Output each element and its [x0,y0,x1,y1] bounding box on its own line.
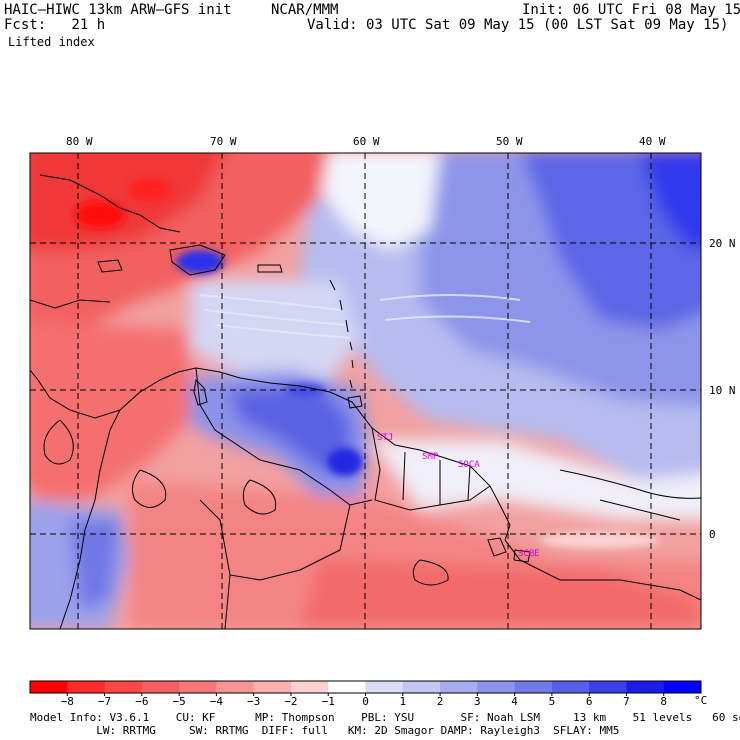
city-label: SCBE [518,549,540,559]
colorbar-swatch [253,681,292,693]
colorbar-label: 2 [437,695,444,708]
colorbar-swatch [402,681,441,693]
lon-label: 50 W [496,135,523,148]
colorbar-swatch [67,681,106,693]
colorbar-label: −8 [61,695,74,708]
colorbar-swatch [30,681,68,693]
lon-label: 40 W [639,135,666,148]
lat-label: 0 [709,528,716,541]
init-time: Init: 06 UTC Fri 08 May 15 [522,2,740,18]
colorbar-label: 3 [474,695,481,708]
colorbar-label: −5 [172,695,185,708]
coastlines [30,174,701,629]
colorbar-label: −1 [322,695,335,708]
model-title: HAIC–HIWC 13km ARW–GFS init [4,2,232,18]
forecast-hour: Fcst: 21 h [4,17,106,33]
lon-label: 70 W [210,135,237,148]
org-label: NCAR/MMM [271,2,339,18]
colorbar-label: 8 [660,695,667,708]
colorbar-unit: °C [694,694,707,707]
colorbar-swatch [216,681,255,693]
colorbar-label: 7 [623,695,630,708]
colorbar-label: −4 [210,695,224,708]
lifted-index-field: STJ SMP SOCA SCBE [30,153,701,629]
colorbar-label: 1 [399,695,406,708]
colorbar-swatch [179,681,217,693]
graticule [30,153,701,629]
colorbar-swatch [328,681,366,693]
lat-label: 10 N [709,384,736,397]
map-frame [29,152,702,630]
colorbar-swatch [477,681,516,693]
model-info-line1: Model Info: V3.6.1 CU: KF MP: Thompson P… [30,711,740,724]
city-label: SOCA [458,460,480,470]
colorbar-label: 4 [511,695,518,708]
lon-label: 80 W [66,135,93,148]
colorbar-label: −7 [98,695,111,708]
field-name: Lifted index [8,35,95,49]
latitude-labels: 20 N 10 N 0 [709,237,736,541]
colorbar-swatch [440,681,478,693]
colorbar-swatch [514,681,553,693]
colorbar-label: −6 [135,695,148,708]
colorbar-swatch [104,681,143,693]
colorbar-swatch [663,681,702,693]
valid-time: Valid: 03 UTC Sat 09 May 15 (00 LST Sat … [307,17,729,33]
lat-label: 20 N [709,237,736,250]
colorbar-label: 6 [586,695,593,708]
colorbar: −8 −7 −6 −5 −4 −3 −2 −1 0 1 2 3 4 5 6 7 8 [29,680,702,708]
colorbar-swatch [141,681,180,693]
city-label: SMP [422,452,439,462]
city-label: STJ [377,433,393,443]
colorbar-label: 0 [362,695,369,708]
model-info-line2: LW: RRTMG SW: RRTMG DIFF: full KM: 2D Sm… [30,724,620,737]
colorbar-swatch [365,681,404,693]
colorbar-swatch [626,681,665,693]
lon-label: 60 W [353,135,380,148]
longitude-labels: 80 W 70 W 60 W 50 W 40 W [66,135,666,148]
colorbar-swatch [589,681,627,693]
colorbar-label: −2 [284,695,297,708]
city-markers: STJ SMP SOCA SCBE [377,433,540,559]
colorbar-label: −3 [247,695,260,708]
colorbar-label: 5 [549,695,556,708]
colorbar-swatch [551,681,590,693]
colorbar-swatch [290,681,329,693]
